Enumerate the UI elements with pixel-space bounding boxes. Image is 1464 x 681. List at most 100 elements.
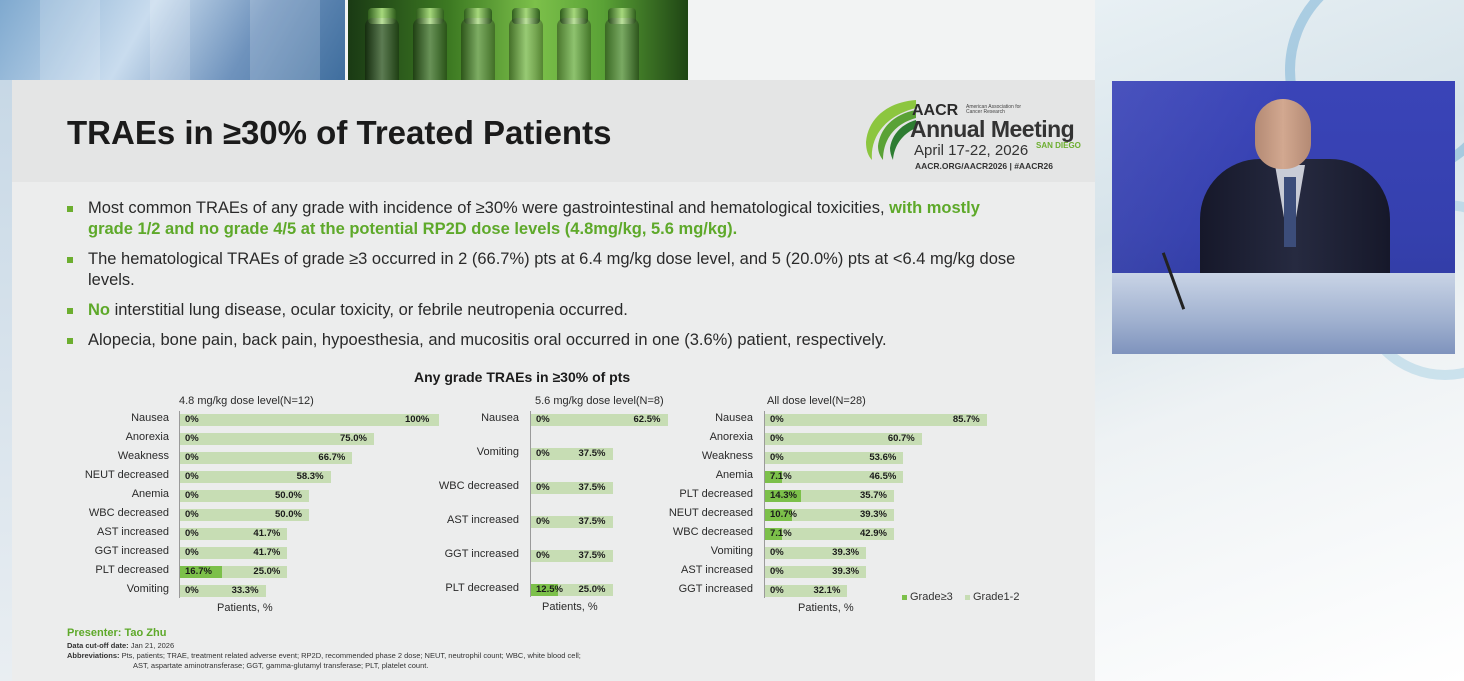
logo-city-text: SAN DIEGO xyxy=(1036,141,1081,150)
data-label-grade3: 10.7% xyxy=(770,509,797,520)
bullet-text: interstitial lung disease, ocular toxici… xyxy=(110,301,628,319)
bar-grade3 xyxy=(764,471,783,483)
background-left-strip xyxy=(0,80,12,681)
category-label: Vomiting xyxy=(476,446,519,458)
category-label: Anorexia xyxy=(125,431,169,443)
abbreviations-note: Abbreviations: Pts, patients; TRAE, trea… xyxy=(67,651,581,660)
bar-grade3 xyxy=(530,584,558,596)
speaker-head xyxy=(1255,99,1311,169)
data-label-grade3: 0% xyxy=(770,433,784,444)
bar-grade12 xyxy=(782,471,904,483)
speaker-video-feed xyxy=(1112,81,1455,354)
data-label-grade12: 75.0% xyxy=(340,433,367,444)
data-label-grade3: 0% xyxy=(185,547,199,558)
background-top-banner xyxy=(0,0,1464,80)
bar-grade12 xyxy=(530,482,613,494)
category-label: NEUT decreased xyxy=(668,507,753,519)
bar-grade12 xyxy=(557,584,613,596)
legend-grade3-swatch xyxy=(902,594,907,600)
data-label-grade3: 0% xyxy=(536,414,550,425)
bar-grade12 xyxy=(179,585,266,597)
bar-grade3 xyxy=(179,566,223,578)
category-label: Weakness xyxy=(117,450,169,462)
chart-legend: Grade≥3 Grade1-2 xyxy=(902,591,1019,603)
bullet-text: Most common TRAEs of any grade with inci… xyxy=(88,199,890,217)
bar-grade12 xyxy=(782,528,894,540)
category-label: NEUT decreased xyxy=(84,469,169,481)
bar-grade12 xyxy=(179,414,439,426)
bar-grade12 xyxy=(179,471,331,483)
bar-grade12 xyxy=(179,528,288,540)
data-label-grade3: 0% xyxy=(185,471,199,482)
bullet-item: Alopecia, bone pain, back pain, hypoesth… xyxy=(64,330,1024,351)
data-label-grade3: 0% xyxy=(185,585,199,596)
data-label-grade12: 25.0% xyxy=(253,566,281,577)
bar-grade12 xyxy=(764,452,904,464)
data-label-grade12: 66.7% xyxy=(318,452,346,463)
category-label: Anemia xyxy=(131,488,169,500)
chart-axis xyxy=(764,411,765,598)
data-label-grade12: 46.5% xyxy=(869,471,897,482)
slide-title: TRAEs in ≥30% of Treated Patients xyxy=(67,114,612,151)
data-label-grade12: 39.3% xyxy=(832,547,860,558)
category-label: Vomiting xyxy=(126,583,169,595)
podium xyxy=(1112,273,1455,354)
chart-title: Any grade TRAEs in ≥30% of pts xyxy=(414,369,631,385)
bar-grade12 xyxy=(791,509,894,521)
data-label-grade3: 0% xyxy=(536,550,550,561)
bar-grade12 xyxy=(764,585,848,597)
chart-axis xyxy=(179,411,180,598)
data-label-grade12: 85.7% xyxy=(952,414,980,425)
bar-grade3 xyxy=(764,490,802,502)
x-axis-label: Patients, % xyxy=(217,602,273,614)
data-label-grade12: 50.0% xyxy=(275,509,302,520)
category-label: PLT decreased xyxy=(95,564,169,576)
bar-grade12 xyxy=(530,448,613,460)
data-label-grade3: 0% xyxy=(536,516,550,527)
data-label-grade3: 0% xyxy=(536,482,550,493)
vials-photo xyxy=(348,0,688,80)
logo-aacr-text: AACR xyxy=(912,102,959,119)
bar-grade12 xyxy=(179,452,353,464)
data-label-grade3: 0% xyxy=(770,585,784,596)
cutoff-value: Jan 21, 2026 xyxy=(128,641,175,650)
bullet-item: The hematological TRAEs of grade ≥3 occu… xyxy=(64,249,1024,291)
data-label-grade12: 37.5% xyxy=(578,516,606,527)
logo-url-text: AACR.ORG/AACR2026 | #AACR26 xyxy=(915,161,1053,171)
x-axis-label: Patients, % xyxy=(542,601,598,613)
bar-grade12 xyxy=(764,414,987,426)
bullet-highlight: with mostly grade 1/2 and no grade 4/5 a… xyxy=(88,199,980,238)
abbrev-label: Abbreviations: xyxy=(67,651,120,660)
presentation-slide: TRAEs in ≥30% of Treated Patients AACR A… xyxy=(12,80,1095,681)
data-label-grade12: 37.5% xyxy=(578,550,606,561)
aacr-annual-meeting-logo: AACR American Association for Cancer Res… xyxy=(858,90,1083,172)
bullet-text: The hematological TRAEs of grade ≥3 occu… xyxy=(88,250,1016,289)
panel-title: 5.6 mg/kg dose level(N=8) xyxy=(535,395,664,407)
logo-organization-text: American Association for Cancer Research xyxy=(966,104,1022,115)
data-label-grade12: 35.7% xyxy=(860,490,887,501)
bar-grade12 xyxy=(179,509,309,521)
data-label-grade12: 60.7% xyxy=(887,433,915,444)
data-label-grade12: 42.9% xyxy=(860,528,887,539)
x-axis-label: Patients, % xyxy=(798,602,854,614)
category-label: Vomiting xyxy=(710,545,753,557)
bar-grade12 xyxy=(179,547,288,559)
data-label-grade3: 0% xyxy=(185,509,199,520)
category-label: AST increased xyxy=(447,514,519,526)
bullet-square-icon xyxy=(67,338,73,344)
bullet-text: Alopecia, bone pain, back pain, hypoesth… xyxy=(88,331,887,349)
bar-grade12 xyxy=(530,550,613,562)
data-label-grade3: 0% xyxy=(770,452,784,463)
data-label-grade3: 0% xyxy=(770,566,784,577)
category-label: GGT increased xyxy=(678,583,753,595)
category-label: Anemia xyxy=(715,469,753,481)
category-label: Anorexia xyxy=(709,431,753,443)
legend-grade12-label: Grade1-2 xyxy=(972,591,1020,603)
category-label: WBC decreased xyxy=(672,526,753,538)
legend-grade12-swatch xyxy=(964,594,970,600)
category-label: PLT decreased xyxy=(679,488,753,500)
abbreviations-note-line2: AST, aspartate aminotransferase; GGT, ga… xyxy=(133,661,429,670)
logo-dates-text: April 17-22, 2026 xyxy=(914,142,1029,159)
category-label: WBC decreased xyxy=(88,507,169,519)
data-label-grade3: 0% xyxy=(185,433,199,444)
